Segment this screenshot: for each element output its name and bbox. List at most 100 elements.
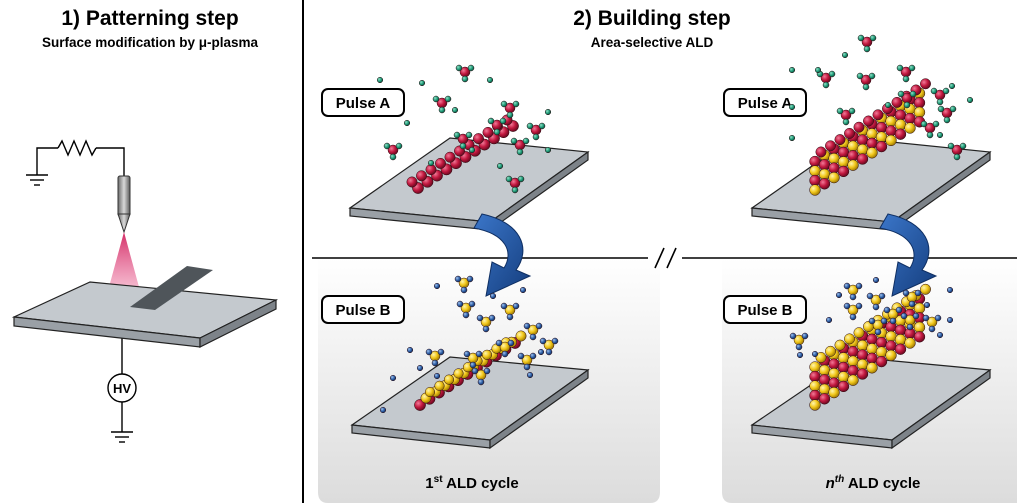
plasma-needle (117, 175, 131, 234)
precursor-b-molecule (922, 314, 930, 322)
wall-atom (847, 374, 859, 386)
wall-atom (847, 346, 859, 358)
surface-atom (453, 368, 464, 379)
wire-to-needle (96, 147, 125, 176)
wall-atom (856, 368, 869, 380)
ligand-fragment (936, 331, 944, 339)
precursor-a-molecule (949, 105, 957, 113)
precursor-b-molecule (872, 303, 880, 311)
wall-atom (856, 358, 869, 371)
wall-atom (837, 156, 850, 168)
precursor-a-molecule (506, 111, 514, 119)
precursor-a-molecule (930, 87, 938, 95)
wall-atom (847, 140, 859, 152)
precursor-a-molecule (909, 90, 917, 98)
wall-atom (809, 155, 821, 168)
precursor-a-molecule (862, 83, 870, 91)
precursor-b-molecule (551, 337, 559, 345)
wall-atom (809, 361, 821, 373)
wall-atom (828, 152, 840, 165)
precursor-a-molecule (432, 95, 440, 103)
precursor-a-molecule (836, 107, 844, 115)
ligand-fragment (966, 96, 974, 104)
wall-atom (866, 352, 878, 364)
wall-atom (828, 162, 840, 174)
precursor-b-molecule (501, 350, 509, 358)
precursor-a-molecule (822, 81, 830, 89)
wall-atom (856, 339, 869, 352)
surface-atom (434, 380, 445, 391)
ligand-fragment (486, 76, 494, 84)
ligand-fragment (403, 119, 411, 127)
ligand-fragment (814, 66, 822, 74)
precursor-a-molecule (857, 34, 865, 42)
wall-atom (828, 377, 840, 389)
wall-atom (837, 146, 850, 159)
wall-atom (837, 352, 850, 364)
ligand-fragment (946, 286, 954, 294)
wall-atom (837, 380, 850, 393)
wall-atom (913, 331, 926, 343)
wall-atom (856, 143, 869, 156)
wall-atom (809, 174, 821, 187)
wall-atom (875, 346, 888, 358)
wall-atom (866, 137, 878, 149)
surface-atom (482, 126, 494, 138)
wall-atom (818, 383, 831, 395)
patterned-area (130, 266, 213, 310)
precursor-b-molecule (460, 286, 468, 294)
wall-atom (825, 345, 836, 357)
precursor-a-molecule (453, 131, 461, 139)
wall-atom (891, 96, 903, 108)
precursor-a-molecule (516, 148, 524, 156)
wall-atom (913, 97, 926, 109)
hv-source: HV (107, 373, 137, 403)
precursor-b-molecule (483, 367, 491, 375)
cycle-label-1st: 1st ALD cycle (425, 474, 518, 492)
ligand-fragment (544, 108, 552, 116)
precursor-b-molecule (895, 306, 903, 314)
precursor-b-molecule (512, 302, 520, 310)
precursor-a-molecule (455, 64, 463, 72)
wall-atom (872, 109, 884, 121)
wall-atom (818, 364, 831, 376)
pulse-a-label-2: Pulse A (723, 88, 807, 117)
precursor-b-molecule (801, 332, 809, 340)
precursor-a-molecule (842, 118, 850, 126)
precursor-b-molecule (475, 350, 483, 358)
precursor-a-molecule (896, 64, 904, 72)
substrate-panel-1 (348, 137, 590, 232)
precursor-b-molecule (539, 337, 547, 345)
wall-atom (885, 134, 897, 147)
ligand-fragment (923, 301, 931, 309)
wall-atom (844, 127, 855, 139)
precursor-b-molecule (471, 367, 479, 375)
precursor-a-molecule (937, 105, 945, 113)
wall-atom (875, 336, 888, 349)
precursor-b-molecule (795, 343, 803, 351)
wall-atom (828, 358, 840, 370)
surface-atom (443, 374, 455, 385)
precursor-a-molecule (532, 133, 540, 141)
svg-text:Pulse A: Pulse A (738, 95, 793, 112)
precursor-a-molecule (459, 142, 467, 150)
precursor-b-molecule (500, 302, 508, 310)
wall-atom (866, 362, 878, 374)
precursor-b-molecule (883, 306, 891, 314)
pulse-b-label-2: Pulse B (723, 295, 807, 324)
wall-atom (863, 115, 874, 127)
precursor-a-molecule (538, 122, 546, 130)
wall-atom (818, 168, 831, 180)
ligand-fragment (433, 282, 441, 290)
precursor-b-molecule (843, 302, 851, 310)
precursor-a-molecule (932, 120, 940, 128)
ligand-fragment (433, 372, 441, 380)
plasma-circuit (26, 139, 133, 443)
wall-atom (894, 128, 907, 140)
precursor-a-molecule (920, 120, 928, 128)
wall-atom (856, 153, 869, 165)
precursor-a-molecule (902, 75, 910, 83)
wall-atom (885, 125, 897, 137)
svg-text:Pulse B: Pulse B (737, 302, 792, 319)
surface-atom (473, 133, 484, 145)
